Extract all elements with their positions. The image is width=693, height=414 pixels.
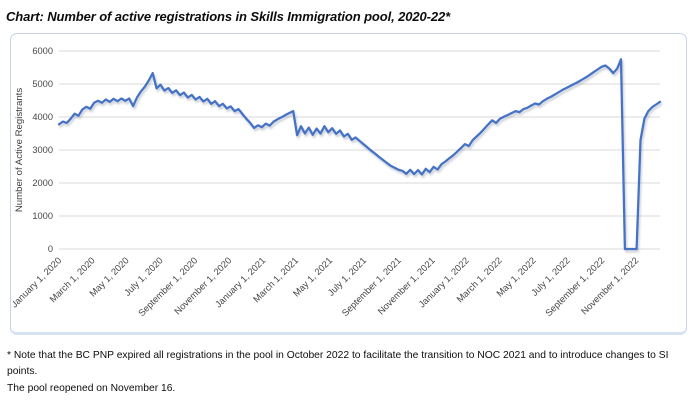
y-axis-title: Number of Active Registrants [14, 88, 25, 212]
svg-text:3000: 3000 [32, 145, 53, 155]
svg-text:4000: 4000 [32, 112, 53, 122]
line-chart: 0 1000 2000 3000 4000 5000 6000 January 1, 2020… [13, 46, 662, 318]
svg-text:September 1, 2022: September 1, 2022 [543, 255, 606, 318]
svg-text:November 1, 2022: November 1, 2022 [579, 255, 640, 316]
svg-text:1000: 1000 [32, 211, 53, 221]
page-title: Chart: Number of active registrations in… [6, 9, 451, 24]
svg-text:September 1, 2020: September 1, 2020 [136, 255, 199, 318]
chart-footnote: * Note that the BC PNP expired all regis… [7, 348, 686, 397]
gridlines [59, 50, 660, 250]
svg-text:5000: 5000 [32, 79, 53, 89]
svg-text:September 1, 2021: September 1, 2021 [340, 255, 403, 318]
footnote-line-2: The pool reopened on November 16. [7, 382, 176, 394]
y-axis-labels: 0 1000 2000 3000 4000 5000 6000 [32, 46, 53, 254]
footnote-line-1: * Note that the BC PNP expired all regis… [7, 350, 669, 378]
chart-card: 0 1000 2000 3000 4000 5000 6000 January 1, 2020… [10, 33, 687, 335]
svg-text:November 1, 2021: November 1, 2021 [376, 255, 437, 316]
svg-text:November 1, 2020: November 1, 2020 [172, 255, 233, 316]
svg-text:2000: 2000 [32, 178, 53, 188]
svg-text:0: 0 [48, 244, 53, 254]
svg-text:6000: 6000 [32, 46, 53, 56]
data-line [57, 58, 662, 251]
